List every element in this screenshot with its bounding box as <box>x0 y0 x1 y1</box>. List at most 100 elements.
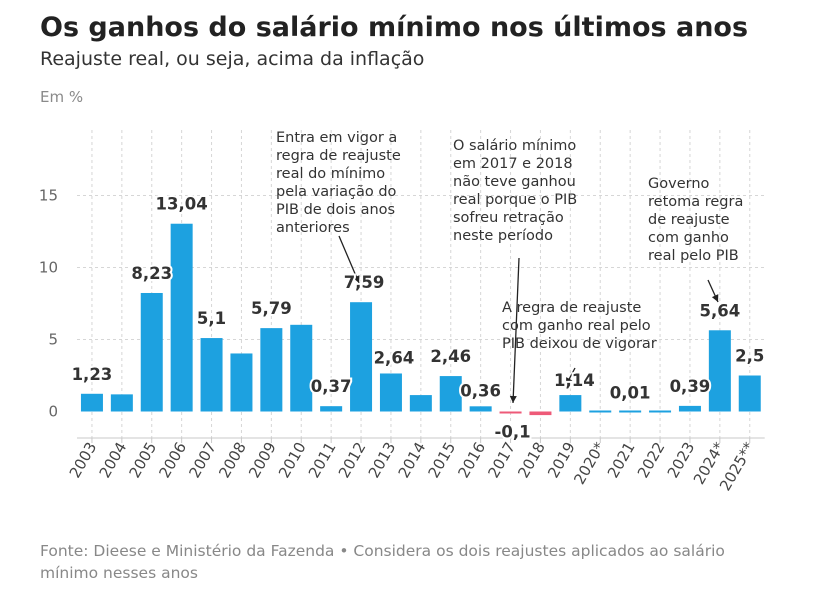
x-tick-label: 2003 <box>66 439 101 481</box>
bar <box>589 410 612 413</box>
x-tick-label: 2016 <box>454 439 489 481</box>
bar <box>170 223 193 412</box>
y-tick-label: 10 <box>39 259 58 277</box>
data-label: 0,01 <box>610 383 651 402</box>
bar <box>80 393 103 412</box>
bar <box>409 395 432 412</box>
annotation-line: com ganho <box>648 230 729 246</box>
bar <box>439 376 462 412</box>
unit-label: Em % <box>40 88 84 106</box>
x-tick-label: 2009 <box>245 439 280 481</box>
data-label: 5,1 <box>197 309 226 328</box>
x-tick-label: 2006 <box>155 439 190 481</box>
bar <box>499 411 522 414</box>
y-tick-label: 0 <box>48 403 58 421</box>
chart-title: Os ganhos do salário mínimo nos últimos … <box>40 12 749 43</box>
x-tick-label: 2004 <box>96 439 131 481</box>
x-tick-label: 2010 <box>275 439 310 481</box>
data-label: 5,79 <box>251 299 292 318</box>
bar <box>469 406 492 412</box>
annotation-line: Entra em vigor a <box>276 130 397 146</box>
source-note: Fonte: Dieese e Ministério da Fazenda • … <box>40 542 725 582</box>
annotation-line: de reajuste <box>648 212 730 228</box>
annotations-layer: Entra em vigor a regra de reajuste real do… <box>276 130 743 404</box>
x-tick-label: 2005 <box>126 439 161 481</box>
annotation-line: PIB de dois anos <box>276 202 395 218</box>
bar <box>140 292 163 412</box>
bar <box>110 394 133 412</box>
data-label: 8,23 <box>131 264 172 283</box>
annotation-line: real do mínimo <box>276 166 385 182</box>
chart-subtitle: Reajuste real, ou seja, acima da inflaçã… <box>40 48 425 70</box>
data-label: 5,64 <box>699 301 740 320</box>
annotation-line: neste período <box>453 228 553 244</box>
annotation-text: Governo retoma regra de reajuste com ganho r… <box>648 176 743 264</box>
bar <box>230 353 253 412</box>
annotation-line: em 2017 e 2018 <box>453 156 573 172</box>
x-tick-label: 2013 <box>365 439 400 481</box>
data-label: 7,59 <box>344 273 385 292</box>
bar <box>619 410 642 413</box>
bar <box>649 410 672 413</box>
annotation-text: A regra de reajuste com ganho real pelo PI… <box>502 300 657 352</box>
x-tick-label: 2012 <box>335 439 370 481</box>
annotation-line: com ganho real pelo <box>502 318 651 334</box>
annotation-arrow <box>512 257 520 404</box>
data-label: 1,14 <box>554 371 595 390</box>
bar <box>379 373 402 412</box>
bar <box>738 375 761 412</box>
data-label: 1,23 <box>72 365 113 384</box>
annotation-arrowhead <box>353 275 360 283</box>
x-tick-label: 2007 <box>185 439 220 481</box>
annotation-line: sofreu retração <box>453 210 564 226</box>
data-label: 0,39 <box>670 377 711 396</box>
bar <box>320 406 343 412</box>
data-label: -0,1 <box>495 423 531 442</box>
bar <box>290 324 313 412</box>
annotation-arrowhead <box>509 395 517 403</box>
x-tick-label: 2011 <box>305 439 340 481</box>
annotation-arrowhead <box>566 377 573 385</box>
annotation-line: PIB deixou de vigorar <box>502 336 657 352</box>
x-tick-label: 2021 <box>604 439 639 481</box>
annotation-line: real porque o PIB <box>453 192 577 208</box>
data-label: 0,36 <box>460 381 501 400</box>
annotation-line: real pelo PIB <box>648 248 739 264</box>
bar <box>708 330 731 412</box>
annotation-line: O salário mínimo <box>453 138 576 154</box>
y-tick-label: 15 <box>39 187 58 205</box>
annotation-line: regra de reajuste <box>276 148 401 164</box>
x-tick-label: 2020* <box>570 439 609 488</box>
data-label: 13,04 <box>156 195 208 214</box>
annotation-line: não teve ganhou <box>453 174 576 190</box>
annotation-line: retoma regra <box>648 194 743 210</box>
data-labels-layer: 1,23 8,23 13,04 5,1 5,79 0,37 7,59 2,64 2,46 0,36… <box>70 193 767 444</box>
data-label: 2,46 <box>430 347 471 366</box>
bar <box>678 405 701 412</box>
bar <box>529 411 552 416</box>
bar <box>260 328 283 412</box>
x-tick-label: 2018 <box>514 439 549 481</box>
annotation-line: Governo <box>648 176 710 192</box>
x-tick-label: 2008 <box>215 439 250 481</box>
data-label: 0,37 <box>311 377 352 396</box>
bar <box>559 395 582 412</box>
bars-layer <box>80 223 761 416</box>
annotation-text: O salário mínimo em 2017 e 2018 não teve g… <box>453 138 577 244</box>
annotation-arrowhead <box>711 294 719 302</box>
bar <box>200 338 223 412</box>
annotation-text: Entra em vigor a regra de reajuste real do… <box>276 130 401 236</box>
annotation-line: A regra de reajuste <box>502 300 641 316</box>
annotation-arrow <box>338 235 360 284</box>
bar <box>350 302 373 412</box>
y-tick-label: 5 <box>48 331 58 349</box>
x-tick-label: 2015 <box>425 439 460 481</box>
annotation-line: anteriores <box>276 220 350 236</box>
x-tick-label: 2014 <box>395 439 430 481</box>
x-tick-label: 2017 <box>484 439 519 481</box>
x-tick-label: 2022 <box>634 439 669 481</box>
data-label: 2,64 <box>374 348 415 367</box>
data-label: 2,5 <box>735 347 764 366</box>
annotation-line: pela variação do <box>276 184 397 200</box>
